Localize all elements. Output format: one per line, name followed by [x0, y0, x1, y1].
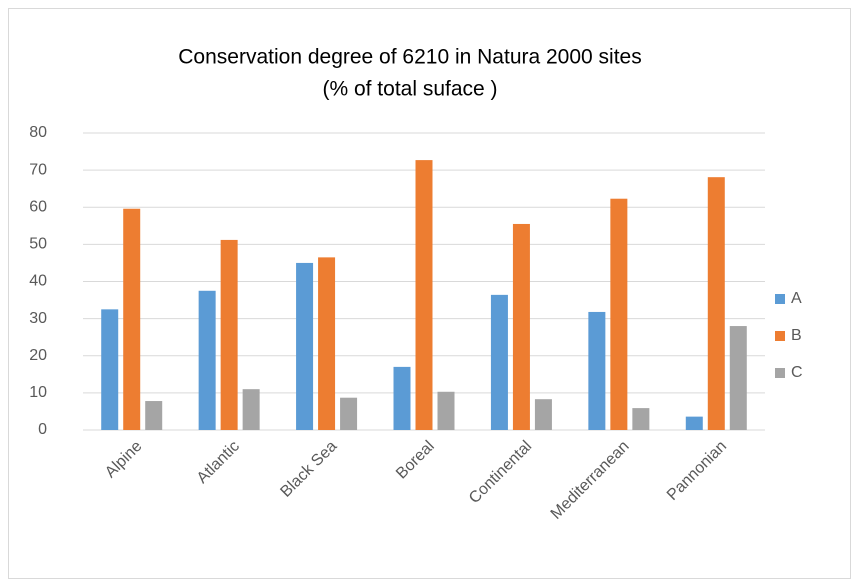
legend-swatch: [775, 294, 785, 304]
y-tick-label: 0: [38, 421, 47, 438]
bar: [685, 416, 703, 430]
legend-label: C: [791, 364, 803, 381]
legend-label: A: [791, 290, 802, 307]
y-tick-label: 40: [29, 273, 47, 290]
legend-swatch: [775, 331, 785, 341]
bar: [220, 239, 238, 430]
chart-title: Conservation degree of 6210 in Natura 20…: [178, 46, 641, 69]
bar: [198, 290, 216, 430]
bar: [534, 399, 552, 430]
bar: [340, 397, 358, 430]
legend-label: B: [791, 327, 802, 344]
bar: [610, 198, 628, 430]
bar: [318, 257, 336, 430]
bar: [490, 294, 508, 430]
y-tick-label: 20: [29, 347, 47, 364]
bar: [632, 408, 650, 430]
bar: [393, 366, 411, 430]
chart-title: (% of total suface ): [322, 78, 497, 101]
bar: [101, 309, 119, 430]
bar: [123, 208, 141, 430]
legend-swatch: [775, 368, 785, 378]
y-tick-label: 80: [29, 124, 47, 141]
y-tick-label: 50: [29, 236, 47, 253]
y-tick-label: 30: [29, 310, 47, 327]
y-tick-label: 60: [29, 198, 47, 215]
bar: [242, 389, 260, 430]
bar: [415, 160, 433, 430]
bar: [145, 401, 163, 430]
y-tick-label: 10: [29, 384, 47, 401]
bar: [512, 223, 530, 430]
y-tick-label: 70: [29, 161, 47, 178]
bar: [588, 311, 606, 430]
bar: [729, 326, 747, 430]
bar: [296, 262, 314, 430]
bar: [707, 177, 725, 430]
bar: [437, 391, 455, 430]
